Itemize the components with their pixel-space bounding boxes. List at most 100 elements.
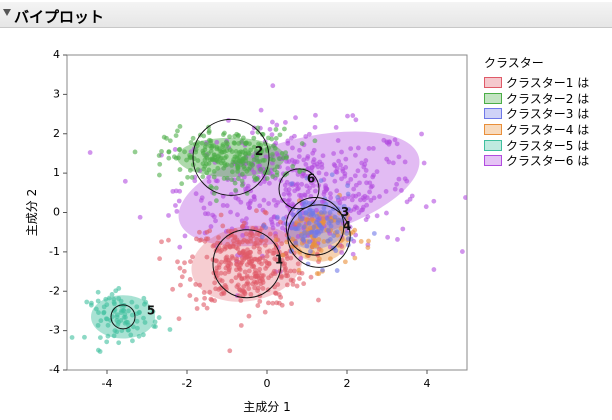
- data-point-cluster-6: [274, 122, 280, 128]
- data-point-cluster-6: [304, 183, 310, 189]
- data-point-cluster-2: [187, 155, 193, 161]
- data-point-cluster-2: [229, 149, 235, 154]
- data-point-cluster-3: [321, 205, 327, 211]
- data-point-cluster-1: [225, 263, 231, 268]
- data-point-cluster-3: [328, 218, 334, 224]
- data-point-cluster-2: [184, 157, 189, 163]
- data-point-cluster-5: [140, 332, 146, 338]
- y-tick-label: -2: [49, 284, 60, 297]
- data-point-cluster-2: [214, 146, 220, 152]
- data-point-cluster-1: [207, 228, 213, 234]
- data-point-cluster-1: [266, 275, 271, 281]
- data-point-cluster-6: [383, 189, 389, 194]
- legend-item-cluster-4[interactable]: クラスター4 は: [484, 122, 589, 138]
- legend-item-cluster-3[interactable]: クラスター3 は: [484, 106, 589, 122]
- data-point-cluster-2: [277, 132, 283, 138]
- data-point-cluster-2: [273, 135, 279, 141]
- data-point-cluster-3: [335, 220, 341, 226]
- data-point-cluster-1: [264, 263, 270, 269]
- x-tick-label: 4: [424, 377, 431, 390]
- data-point-cluster-5: [114, 318, 120, 323]
- data-point-cluster-6: [270, 222, 275, 227]
- data-point-cluster-2: [210, 156, 216, 162]
- data-point-cluster-6: [317, 159, 323, 165]
- data-point-cluster-6: [291, 203, 297, 208]
- data-point-cluster-6: [363, 168, 369, 173]
- data-point-cluster-2: [251, 144, 257, 150]
- y-tick-label: 3: [53, 87, 60, 100]
- data-point-cluster-3: [318, 210, 324, 215]
- legend-title: クラスター: [484, 56, 544, 70]
- data-point-cluster-2: [221, 165, 227, 171]
- x-tick-label: -2: [182, 377, 193, 390]
- data-point-cluster-1: [227, 348, 233, 354]
- data-point-cluster-6: [363, 158, 369, 163]
- data-point-cluster-3: [327, 210, 333, 215]
- data-point-cluster-6: [309, 165, 315, 171]
- data-point-cluster-2: [272, 145, 278, 151]
- data-point-cluster-4: [338, 226, 344, 231]
- data-point-cluster-2: [281, 155, 286, 161]
- data-point-cluster-1: [230, 243, 236, 249]
- data-point-cluster-3: [329, 172, 335, 178]
- y-tick-label: -3: [49, 324, 60, 337]
- data-point-cluster-2: [187, 167, 193, 173]
- disclosure-triangle-icon[interactable]: [3, 9, 11, 16]
- data-point-cluster-5: [118, 318, 124, 323]
- data-point-cluster-2: [240, 135, 246, 141]
- legend-label: クラスター2 は: [506, 91, 590, 106]
- data-point-cluster-3: [326, 227, 331, 233]
- data-point-cluster-6: [392, 137, 398, 143]
- data-point-cluster-1: [237, 267, 243, 272]
- legend-label: クラスター4 は: [506, 123, 590, 138]
- legend-item-cluster-5[interactable]: クラスター5 は: [484, 137, 589, 153]
- legend-label: クラスター6 は: [506, 154, 590, 169]
- data-point-cluster-2: [299, 141, 305, 146]
- data-point-cluster-1: [316, 297, 321, 303]
- data-point-cluster-1: [249, 264, 255, 269]
- legend-item-cluster-1[interactable]: クラスター1 は: [484, 75, 589, 91]
- data-point-cluster-5: [141, 295, 147, 301]
- cluster-label-3: 3: [341, 205, 349, 219]
- data-point-cluster-6: [347, 216, 353, 222]
- y-tick-label: 1: [53, 166, 60, 179]
- data-point-cluster-6: [312, 124, 318, 130]
- data-point-cluster-6: [286, 197, 292, 203]
- data-point-cluster-1: [218, 259, 224, 265]
- legend-item-cluster-2[interactable]: クラスター2 は: [484, 91, 589, 107]
- legend-item-cluster-6[interactable]: クラスター6 は: [484, 153, 589, 169]
- data-point-cluster-6: [321, 191, 327, 197]
- data-point-cluster-4: [338, 238, 344, 244]
- data-point-cluster-5: [130, 338, 135, 344]
- data-point-cluster-1: [288, 268, 293, 274]
- data-point-cluster-3: [345, 183, 351, 189]
- data-point-cluster-1: [238, 298, 244, 303]
- data-point-cluster-4: [273, 237, 279, 243]
- data-point-cluster-1: [262, 242, 268, 248]
- data-point-cluster-3: [296, 222, 302, 228]
- data-point-cluster-2: [235, 176, 241, 182]
- data-point-cluster-6: [306, 131, 312, 137]
- data-point-cluster-6: [267, 180, 272, 186]
- cluster-label-5: 5: [147, 303, 155, 317]
- data-point-cluster-1: [246, 313, 252, 319]
- data-point-cluster-3: [345, 191, 351, 197]
- data-point-cluster-3: [313, 233, 319, 238]
- data-point-cluster-6: [419, 131, 424, 137]
- data-point-cluster-6: [369, 183, 375, 189]
- data-point-cluster-2: [224, 141, 230, 147]
- data-point-cluster-2: [246, 151, 252, 157]
- data-point-cluster-3: [261, 223, 266, 228]
- cluster-circle-5: [110, 304, 136, 330]
- data-point-cluster-5: [105, 333, 111, 339]
- data-point-cluster-2: [177, 124, 183, 129]
- y-tick-label: 2: [53, 127, 60, 140]
- data-point-cluster-1: [207, 289, 213, 295]
- data-point-cluster-3: [306, 200, 312, 206]
- data-point-cluster-6: [258, 107, 264, 113]
- data-point-cluster-1: [190, 254, 195, 260]
- data-point-cluster-4: [290, 236, 296, 242]
- data-point-cluster-6: [257, 163, 263, 169]
- data-point-cluster-1: [273, 233, 279, 239]
- data-point-cluster-4: [314, 243, 320, 249]
